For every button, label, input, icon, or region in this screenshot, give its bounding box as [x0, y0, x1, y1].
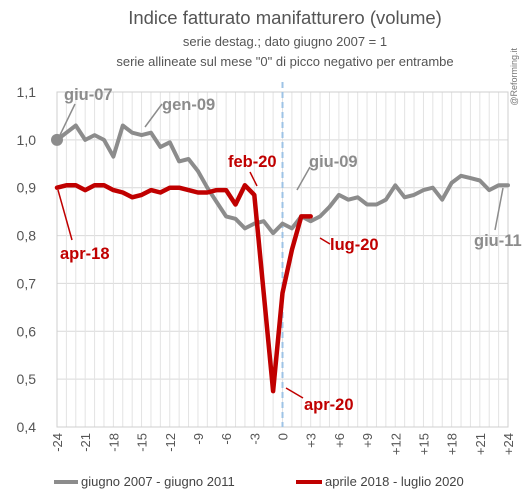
- annotation-leader-line: [57, 189, 73, 241]
- series-1-start-marker: [51, 133, 63, 146]
- annotation-label: giu-11: [474, 232, 522, 250]
- annotation-leader-line: [319, 237, 331, 245]
- legend-label-series-1: giugno 2007 - giugno 2011: [81, 474, 235, 489]
- x-tick-label: +21: [473, 433, 488, 455]
- legend: giugno 2007 - giugno 2011 aprile 2018 - …: [54, 474, 464, 489]
- annotation-leader-line: [59, 103, 76, 136]
- annotation-label: apr-18: [60, 245, 110, 263]
- annotation-leader-line: [144, 103, 163, 128]
- legend-label-series-2: aprile 2018 - luglio 2020: [325, 474, 464, 489]
- annotation-leader-line: [494, 187, 504, 231]
- x-tick-label: +24: [501, 433, 516, 455]
- annotation-label: lug-20: [330, 236, 379, 254]
- annotation-label: gen-09: [162, 96, 215, 114]
- y-tick-label: 0,8: [17, 228, 37, 244]
- annotation-label: feb-20: [228, 153, 277, 171]
- annotation-label: giu-07: [64, 86, 113, 104]
- chart-subtitle-line-2: serie allineate sul mese "0" di picco ne…: [116, 54, 453, 69]
- x-tick-label: +9: [360, 433, 375, 448]
- x-tick-label: -18: [106, 433, 121, 452]
- y-tick-label: 1,0: [17, 132, 37, 148]
- grid-lines: [56, 91, 509, 428]
- x-tick-label: -9: [191, 433, 206, 445]
- annotation-label: giu-09: [309, 153, 358, 171]
- x-tick-label: -6: [219, 433, 234, 445]
- x-tick-label: 0: [276, 433, 291, 440]
- watermark-text: @Reforming.it: [509, 48, 519, 106]
- x-tick-label: +18: [445, 433, 460, 455]
- annotation-leader-line: [296, 166, 311, 191]
- x-tick-label: +3: [304, 433, 319, 448]
- series-line-2: [54, 183, 313, 394]
- x-tick-label: -3: [247, 433, 262, 445]
- annotation-label: apr-20: [304, 396, 354, 414]
- annotation-leader-line: [285, 387, 304, 399]
- y-tick-label: 0,5: [17, 371, 37, 387]
- x-tick-label: +12: [388, 433, 403, 455]
- x-tick-label: -21: [78, 433, 93, 452]
- x-tick-label: +6: [332, 433, 347, 448]
- x-tick-label: -24: [50, 433, 65, 452]
- y-tick-label: 0,9: [17, 180, 37, 196]
- chart-title: Indice fatturato manifatturero (volume): [128, 7, 442, 28]
- y-axis: 0,4 0,5 0,6 0,7 0,8 0,9 1,0 1,1: [17, 84, 37, 435]
- annotation-leader-line: [249, 171, 258, 187]
- y-tick-label: 0,6: [17, 323, 37, 339]
- annotation-layer: giu-07 gen-09 giu-09 giu-11 apr-18 feb-20 lug-…: [57, 86, 522, 414]
- series-line-1: [55, 123, 510, 236]
- chart-subtitle-line-1: serie destag.; dato giugno 2007 = 1: [183, 34, 387, 49]
- x-tick-label: -15: [135, 433, 150, 452]
- x-tick-label: -12: [163, 433, 178, 452]
- x-axis: -24 -21 -18 -15 -12 -9 -6 -3 0 +3 +6 +9 +12 +15 +18 +21…: [50, 433, 516, 455]
- y-tick-label: 0,7: [17, 275, 37, 291]
- x-tick-label: +15: [416, 433, 431, 455]
- series-layer: [51, 123, 510, 394]
- y-tick-label: 0,4: [17, 419, 37, 435]
- y-tick-label: 1,1: [17, 84, 37, 100]
